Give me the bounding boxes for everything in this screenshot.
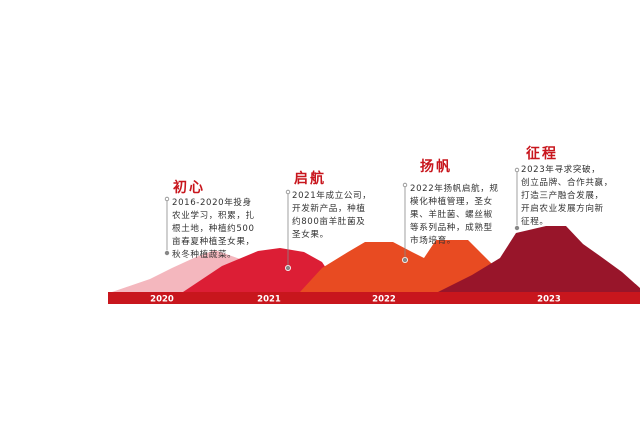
- connector-base-dot-2020: [163, 249, 170, 256]
- stage-description-line: 2021年成立公司，: [292, 191, 372, 201]
- mountain-2023: [438, 226, 640, 292]
- stage-description-line: 根土地，种植约500: [172, 224, 255, 234]
- connector-top-dot-2023: [514, 167, 520, 173]
- connector-top-dot-2022: [402, 182, 408, 188]
- mountain-2021: [183, 248, 336, 292]
- stage-description-2021: 2021年成立公司， 开发新产品，种植 约800亩羊肚菌及 圣女果。: [292, 190, 371, 242]
- stage-description-line: 果、羊肚菌、螺丝椒: [410, 210, 493, 220]
- stage-description-line: 秋冬种植蔬菜。: [172, 250, 237, 260]
- stage-description-2020: 2016-2020年投身 农业学习，积累，扎 根土地，种植约500 亩春夏种植圣…: [172, 197, 255, 262]
- connector-top-dot-2020: [164, 196, 170, 202]
- stage-description-line: 模化种植管理，圣女: [410, 197, 493, 207]
- stage-description-line: 圣女果。: [292, 230, 329, 240]
- stage-description-line: 打造三产融合发展，: [521, 191, 604, 201]
- stage-description-line: 2022年扬帆启航，规: [410, 184, 499, 194]
- stage-title-2021: 启航: [294, 171, 326, 187]
- year-label-2020: 2020: [150, 295, 174, 305]
- stage-description-line: 市场培育。: [410, 236, 456, 246]
- stage-title-2022: 扬帆: [420, 159, 452, 175]
- stage-description-line: 2016-2020年投身: [172, 198, 252, 208]
- stage-title-2023: 征程: [526, 146, 558, 162]
- stage-description-line: 约800亩羊肚菌及: [292, 217, 366, 227]
- connector-base-dot-2022: [401, 256, 408, 263]
- stage-description-line: 2023年寻求突破，: [521, 165, 601, 175]
- stage-description-line: 开发新产品，种植: [292, 204, 366, 214]
- timeline-axis: [108, 292, 640, 304]
- year-label-2022: 2022: [372, 295, 396, 305]
- connector-base-dot-2021: [284, 264, 291, 271]
- stage-description-2022: 2022年扬帆启航，规 模化种植管理，圣女 果、羊肚菌、螺丝椒 等系列品种，成熟…: [410, 183, 499, 248]
- stage-description-line: 亩春夏种植圣女果，: [172, 237, 255, 247]
- stage-description-2023: 2023年寻求突破， 创立品牌、合作共赢， 打造三产融合发展， 开启农业发展方向…: [521, 164, 613, 229]
- stage-description-line: 征程。: [521, 217, 549, 227]
- connector-base-dot-2023: [514, 224, 521, 231]
- year-label-2021: 2021: [257, 295, 281, 305]
- stage-title-2020: 初心: [173, 180, 205, 196]
- mountain-2022: [300, 240, 500, 292]
- stage-description-line: 开启农业发展方向新: [521, 204, 604, 214]
- year-label-2023: 2023: [537, 295, 561, 305]
- connector-top-dot-2021: [285, 189, 291, 195]
- stage-description-line: 等系列品种，成熟型: [410, 223, 493, 233]
- stage-description-line: 创立品牌、合作共赢，: [521, 178, 613, 188]
- stage-description-line: 农业学习，积累，扎: [172, 211, 255, 221]
